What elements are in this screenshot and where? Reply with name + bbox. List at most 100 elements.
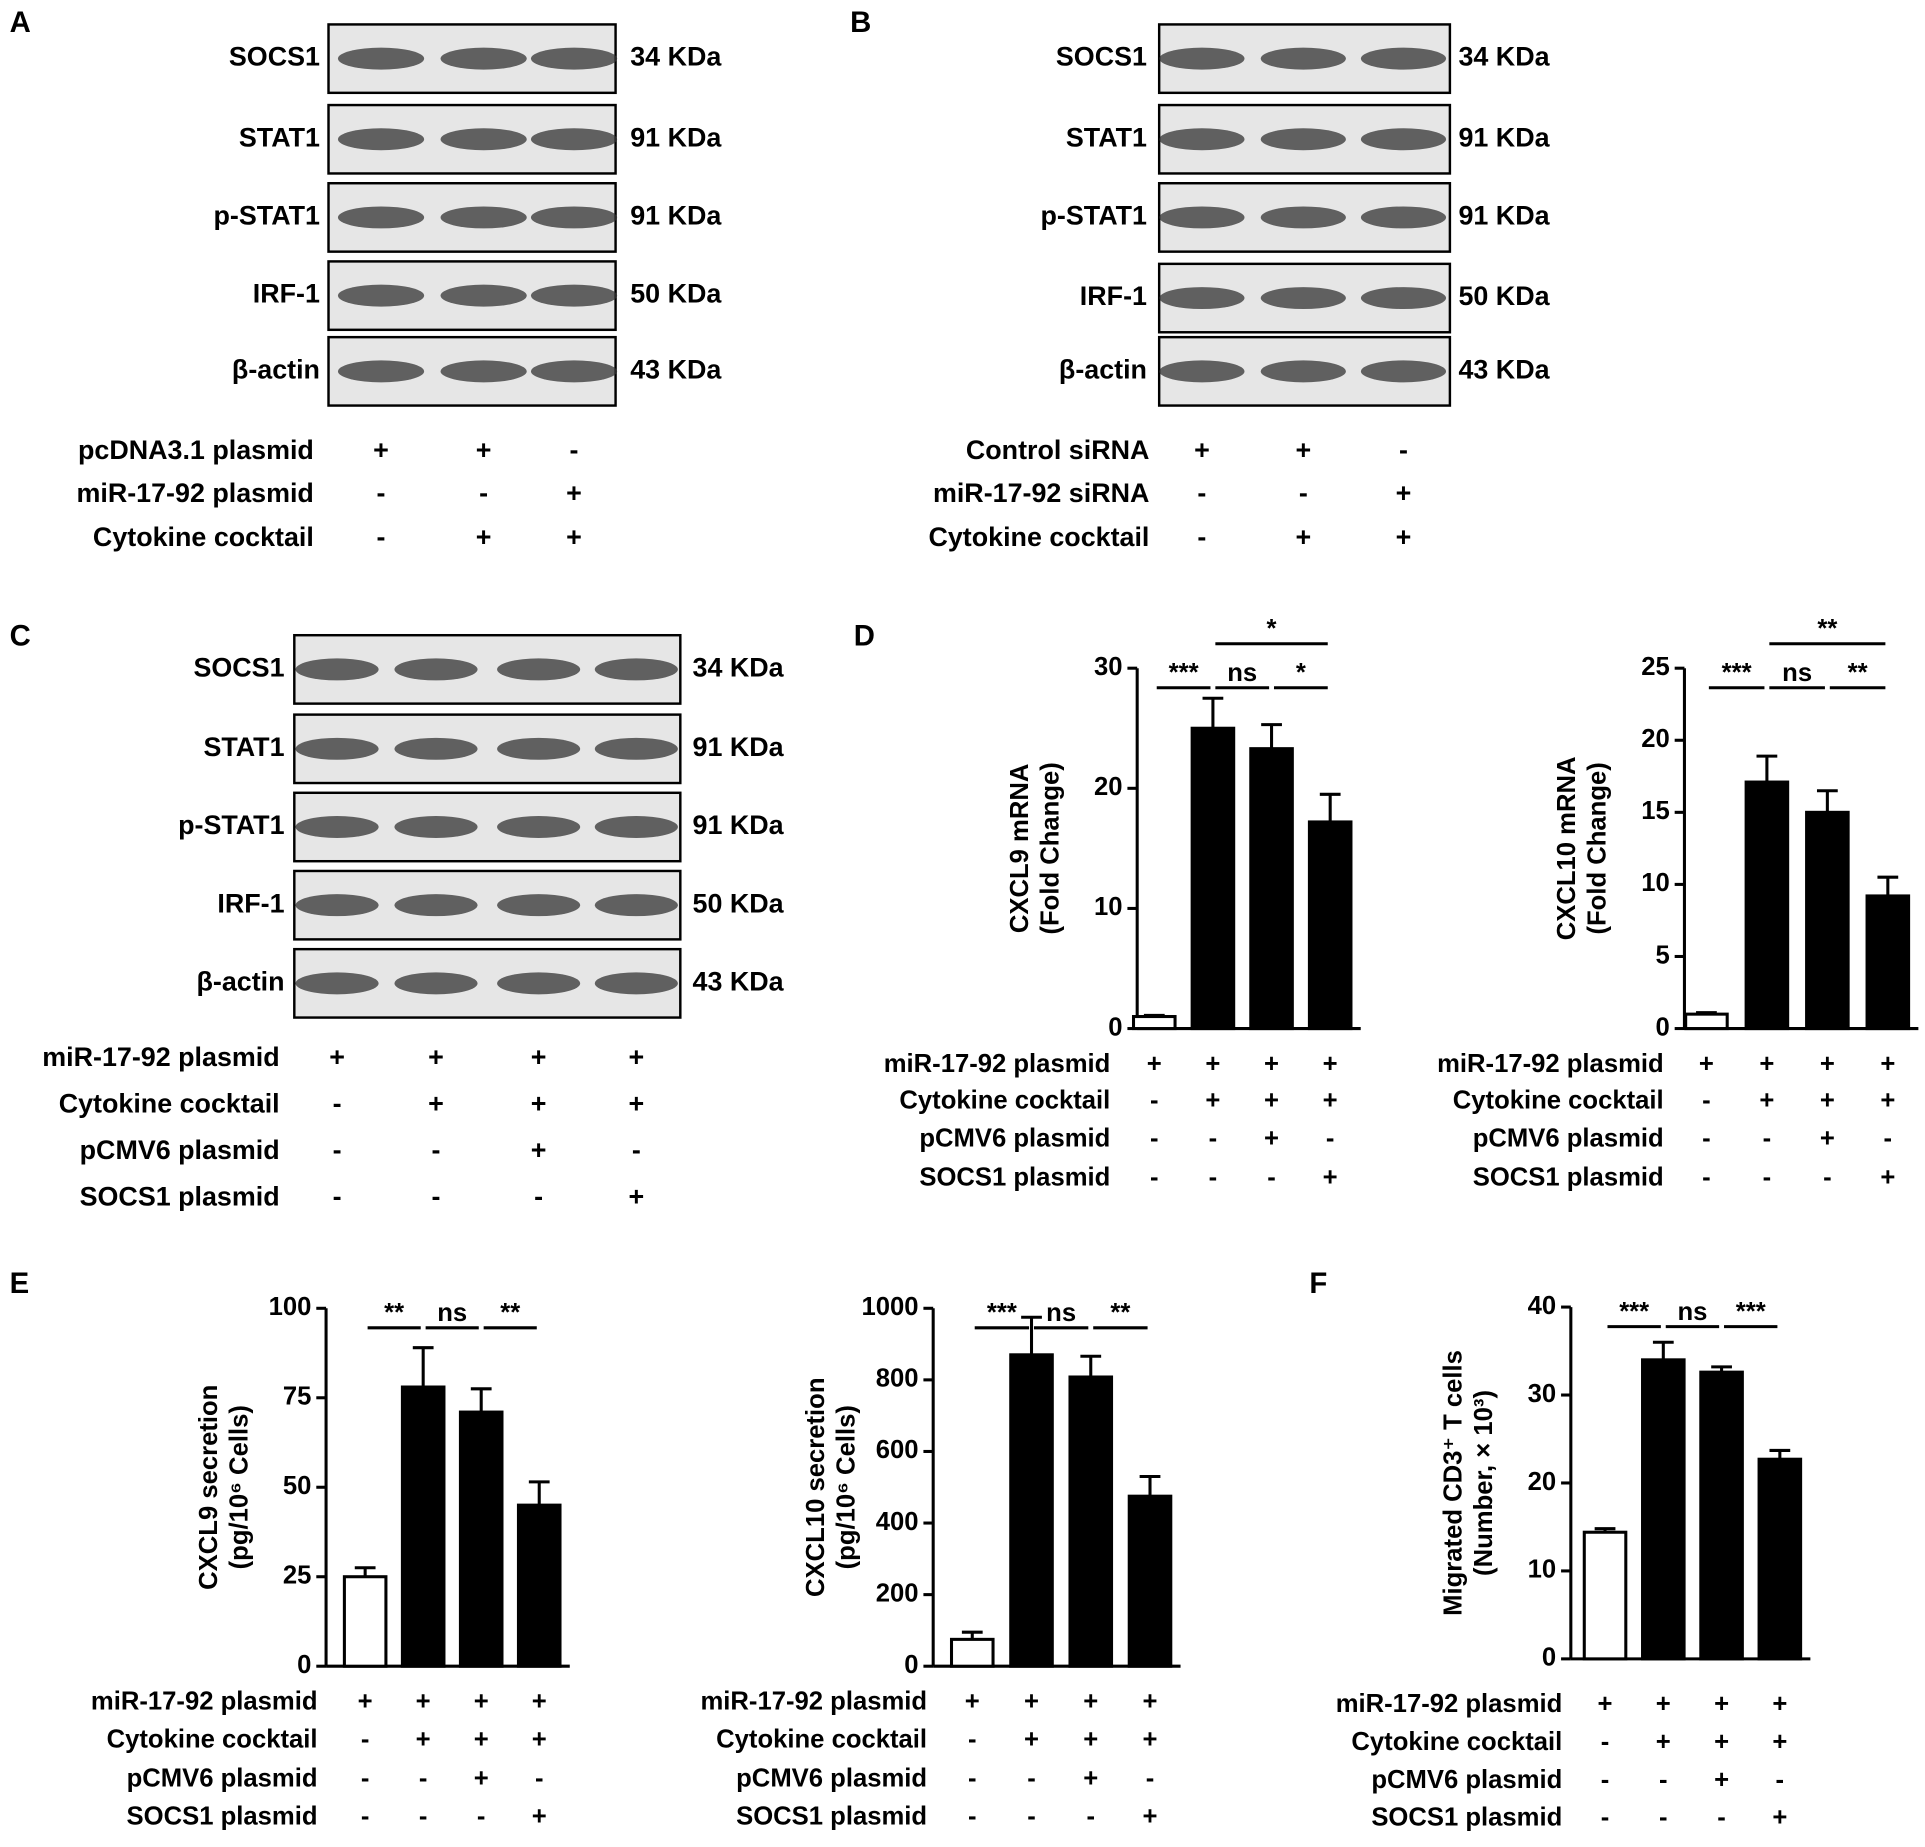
y-axis-title-line: CXCL9 mRNA [1006, 764, 1034, 934]
kda-label: 91 KDa [1458, 201, 1550, 231]
protein-label: IRF-1 [217, 888, 284, 918]
protein-label: β-actin [197, 966, 285, 996]
significance-label: ** [384, 1299, 404, 1327]
condition-sign: - [1763, 1124, 1772, 1152]
protein-label: p-STAT1 [1041, 201, 1147, 231]
condition-sign: - [377, 522, 386, 552]
blot-band [295, 737, 379, 760]
protein-label: STAT1 [203, 732, 284, 762]
error-bar [1769, 1448, 1791, 1460]
blot-band [394, 737, 478, 760]
blot-band [1260, 206, 1346, 229]
kda-label: 43 KDa [693, 966, 785, 996]
condition-label: SOCS1 plasmid [919, 1164, 1110, 1192]
condition-label: Cytokine cocktail [1351, 1728, 1562, 1756]
y-axis-title: CXCL9 mRNA (Fold Change) [1006, 762, 1065, 934]
kda-label: 34 KDa [693, 653, 785, 683]
condition-sign: + [1083, 1688, 1098, 1716]
blot-band [1360, 47, 1447, 70]
condition-sign: + [1396, 478, 1412, 508]
y-tick-label: 50 [283, 1472, 312, 1500]
error-bar [1696, 1011, 1717, 1015]
condition-sign: + [1714, 1766, 1729, 1794]
significance-label: ** [1848, 659, 1868, 687]
blot-band [1360, 360, 1447, 383]
y-axis-title-line: (Fold Change) [1036, 762, 1064, 934]
panel-label: F [1309, 1267, 1327, 1300]
condition-sign: + [1656, 1728, 1671, 1756]
condition-sign: + [1143, 1802, 1158, 1830]
condition-sign: + [566, 522, 582, 552]
error-bar [1652, 1340, 1674, 1360]
condition-sign: - [1601, 1728, 1610, 1756]
y-tick-label: 5 [1656, 941, 1670, 969]
kda-label: 43 KDa [1458, 354, 1550, 384]
condition-label: miR-17-92 plasmid [1437, 1050, 1664, 1078]
condition-label: pcDNA3.1 plasmid [78, 435, 314, 465]
significance-label: ns [1782, 659, 1812, 687]
significance-label: ns [1227, 659, 1257, 687]
condition-sign: + [1396, 522, 1412, 552]
y-tick-label: 0 [1108, 1013, 1122, 1041]
error-bar [1319, 792, 1341, 822]
significance-label: *** [1722, 659, 1752, 687]
condition-sign: + [416, 1726, 431, 1754]
blot-band [337, 47, 425, 70]
condition-sign: + [1880, 1050, 1895, 1078]
error-bar [961, 1630, 983, 1640]
kda-label: 34 KDa [630, 42, 722, 72]
condition-sign: - [632, 1135, 641, 1165]
condition-sign: - [361, 1726, 370, 1754]
kda-label: 50 KDa [1458, 281, 1550, 311]
condition-sign: + [474, 1688, 489, 1716]
blot-band [497, 816, 581, 838]
kda-label: 50 KDa [693, 888, 785, 918]
blot-band [594, 972, 678, 995]
significance-label: ns [437, 1299, 467, 1327]
blot-band [440, 128, 527, 151]
y-tick-label: 200 [876, 1579, 919, 1607]
significance-label: ** [500, 1299, 520, 1327]
condition-sign: - [968, 1765, 977, 1793]
condition-sign: + [476, 435, 492, 465]
condition-label: miR-17-92 plasmid [700, 1688, 927, 1716]
blot-band [1159, 206, 1245, 229]
significance-label: ns [1677, 1298, 1707, 1326]
blot-band [1159, 360, 1245, 383]
condition-sign: - [432, 1181, 441, 1211]
condition-label: Cytokine cocktail [716, 1726, 927, 1754]
blot-band [337, 284, 425, 307]
error-bar [1080, 1354, 1102, 1378]
condition-sign: + [1083, 1726, 1098, 1754]
condition-label: Cytokine cocktail [93, 522, 314, 552]
condition-sign: + [1323, 1050, 1338, 1078]
kda-label: 91 KDa [693, 810, 785, 840]
condition-sign: - [1702, 1164, 1711, 1192]
condition-label: pCMV6 plasmid [919, 1124, 1110, 1152]
condition-sign: + [416, 1688, 431, 1716]
bar [1249, 747, 1294, 1031]
condition-sign: - [1086, 1802, 1095, 1830]
condition-sign: - [419, 1802, 428, 1830]
blot-band [1159, 128, 1245, 151]
blot-band [1260, 360, 1346, 383]
condition-sign: + [373, 435, 389, 465]
condition-sign: + [1772, 1690, 1787, 1718]
condition-sign: - [477, 1802, 486, 1830]
kda-label: 91 KDa [630, 122, 722, 152]
condition-sign: + [1759, 1050, 1774, 1078]
y-tick-label: 15 [1641, 797, 1670, 825]
condition-sign: + [1598, 1690, 1613, 1718]
y-tick-label: 75 [283, 1383, 312, 1411]
y-tick-label: 10 [1094, 893, 1123, 921]
condition-label: Cytokine cocktail [928, 522, 1149, 552]
error-bar [1877, 875, 1899, 896]
condition-sign: + [532, 1688, 547, 1716]
condition-sign: + [1143, 1726, 1158, 1754]
y-axis-title: Migrated CD3⁺ T cells (Number, × 10³) [1440, 1350, 1499, 1616]
blot-band [295, 658, 379, 681]
protein-label: STAT1 [1066, 122, 1147, 152]
blot-band [530, 128, 618, 151]
condition-sign: + [1024, 1688, 1039, 1716]
